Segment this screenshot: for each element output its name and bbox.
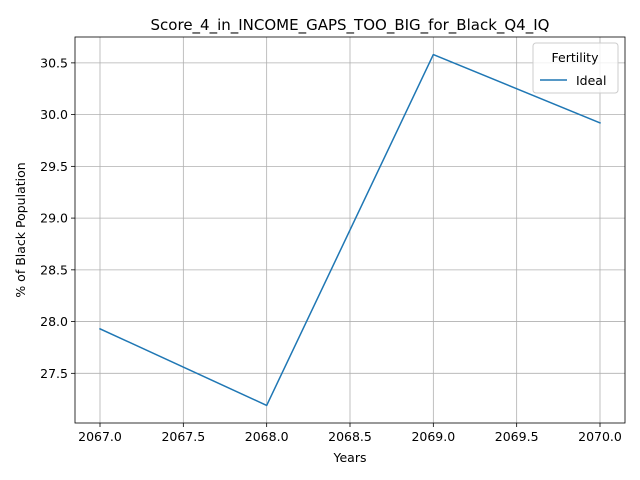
- y-axis-label: % of Black Population: [13, 162, 28, 297]
- x-tick-label: 2067.0: [78, 429, 122, 444]
- x-tick-label: 2069.0: [411, 429, 455, 444]
- x-tick-label: 2068.5: [328, 429, 372, 444]
- x-tick-label: 2067.5: [161, 429, 205, 444]
- legend-label-ideal: Ideal: [576, 73, 606, 88]
- y-tick-label: 30.0: [40, 107, 68, 122]
- series-line-ideal: [99, 53, 601, 407]
- x-tick-label: 2070.0: [578, 429, 622, 444]
- x-tick-label: 2069.5: [495, 429, 539, 444]
- y-tick-label: 29.0: [40, 211, 68, 226]
- x-axis-label: Years: [333, 450, 367, 465]
- y-tick-label: 28.5: [40, 262, 68, 277]
- plot-frame: [74, 36, 626, 424]
- series-lines: [99, 53, 601, 407]
- axis-ticks: 2067.0 2067.5 2068.0 2068.5 2069.0 2069.5 2070…: [40, 55, 622, 444]
- y-tick-label: 29.5: [40, 159, 68, 174]
- y-tick-label: 27.5: [40, 366, 68, 381]
- x-tick-label: 2068.0: [245, 429, 289, 444]
- chart-title: Score_4_in_INCOME_GAPS_TOO_BIG_for_Black…: [151, 16, 550, 35]
- y-tick-label: 28.0: [40, 314, 68, 329]
- y-tick-label: 30.5: [40, 55, 68, 70]
- legend-title: Fertility: [552, 50, 600, 65]
- legend: Fertility Ideal: [532, 42, 619, 94]
